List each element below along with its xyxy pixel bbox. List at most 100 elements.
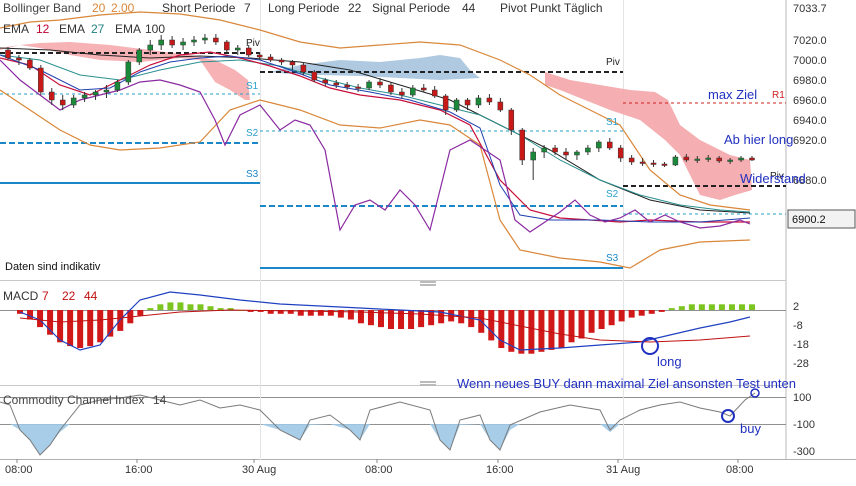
candle-body (5, 49, 11, 59)
macd-bar (488, 310, 495, 341)
macd-bar (538, 310, 545, 352)
macd-lines (19, 291, 751, 351)
ema27-val: 27 (91, 22, 105, 36)
cci-tick-label: -300 (793, 446, 815, 458)
candle-body (552, 147, 558, 153)
macd-bar (137, 310, 144, 316)
macd-bar (428, 310, 435, 326)
candle-body (716, 157, 722, 162)
candle-body (114, 81, 121, 91)
macd-bar (157, 304, 164, 310)
pivot-label-s3-1: S3 (246, 169, 259, 180)
candle-body (235, 47, 241, 51)
candle-body (607, 141, 613, 149)
price-tick-label: 6880.0 (793, 175, 827, 187)
candle-body (147, 44, 153, 51)
pivot-label-piv-3: Piv (770, 171, 784, 182)
candle-body (169, 39, 175, 46)
candle-body (683, 156, 690, 161)
candle-body (519, 129, 525, 161)
candle-body (475, 97, 482, 106)
candle-body (431, 89, 438, 97)
macd-bar (37, 310, 44, 328)
max-ziel-note: max Ziel (708, 87, 757, 102)
indikativ-note: Daten sind indikativ (5, 261, 101, 273)
macd-bar (57, 310, 64, 343)
annotations: Daten sind indikativ max Ziel Ab hier lo… (5, 87, 806, 436)
macd-bar (718, 304, 725, 310)
ema-100 (0, 47, 751, 214)
candle-body (639, 161, 646, 164)
macd-bar (398, 310, 405, 329)
macd-bar (418, 310, 425, 328)
ab-hier-long-note: Ab hier long (724, 132, 793, 147)
candle-body (180, 41, 186, 46)
cci-area (0, 424, 786, 455)
macd-bar (257, 310, 264, 312)
time-label: 08:00 (5, 464, 33, 476)
time-label: 16:00 (486, 464, 514, 476)
macd-signal (19, 309, 751, 343)
candle-body (245, 47, 252, 56)
macd-bar (749, 304, 755, 310)
candle-body (59, 99, 66, 106)
macd-bar (638, 310, 645, 316)
macd-bar (167, 302, 174, 310)
macd-bar (668, 308, 675, 310)
candlesticks (5, 34, 755, 180)
cci-axis-ticks: 100 -100 -300 (793, 392, 815, 458)
candle-body (289, 61, 296, 66)
candle-body (705, 157, 711, 160)
candle-body (70, 97, 77, 106)
candle-body (355, 86, 361, 89)
ema100-label: EMA (115, 22, 141, 36)
candle-body (661, 163, 668, 166)
candle-body (27, 59, 33, 69)
macd-label: MACD (3, 289, 39, 303)
candle-body (278, 59, 285, 63)
blue-line (0, 54, 751, 223)
macd-bar (528, 310, 535, 354)
current-price-value: 6900.2 (792, 214, 826, 226)
candle-body (508, 109, 515, 131)
pivot-labels: Piv S1 S2 S3 Piv S1 S2 S3 R1 Piv (246, 38, 785, 264)
long-marker-circle (641, 337, 659, 355)
macd-bar (508, 310, 515, 352)
candle-body (410, 87, 416, 96)
macd-bar (47, 310, 54, 335)
candle-body (541, 147, 547, 153)
candle-body (16, 57, 22, 61)
macd-p2: 22 (62, 289, 76, 303)
candle-body (267, 56, 274, 61)
pivot-label-piv-1: Piv (246, 38, 260, 49)
candle-body (202, 37, 208, 41)
macd-bar (297, 310, 304, 316)
macd-bar (147, 308, 154, 310)
ema27-label: EMA (59, 22, 85, 36)
price-tick-label: 7033.7 (793, 3, 827, 15)
macd-bar (618, 310, 625, 322)
macd-p1: 7 (42, 289, 49, 303)
cci-tick-label: 100 (793, 392, 811, 404)
candle-body (596, 141, 602, 149)
pivot-lines (0, 52, 786, 269)
macd-bar (277, 310, 284, 314)
cci-title: Commodity Channel Index (3, 393, 144, 407)
macd-bar (408, 310, 415, 329)
macd-title: MACD 7 22 44 (3, 289, 98, 303)
cci-line (0, 392, 756, 456)
candle-body (81, 94, 88, 99)
candle-body (158, 39, 164, 46)
candle-body (628, 157, 635, 163)
candle-body (694, 158, 701, 161)
pivot-label: Pivot Punkt Täglich (500, 1, 603, 15)
macd-axis-ticks: 2 -8 -18 -28 (793, 301, 809, 370)
macd-bar (548, 310, 555, 350)
long-note: long (657, 354, 682, 369)
macd-bar (347, 310, 354, 320)
macd-bar (177, 302, 184, 310)
pivot-label-r1-3: R1 (772, 90, 785, 101)
candle-body (92, 91, 99, 96)
panel-splitters[interactable] (420, 281, 436, 386)
signal-periode-val: 44 (462, 1, 476, 15)
